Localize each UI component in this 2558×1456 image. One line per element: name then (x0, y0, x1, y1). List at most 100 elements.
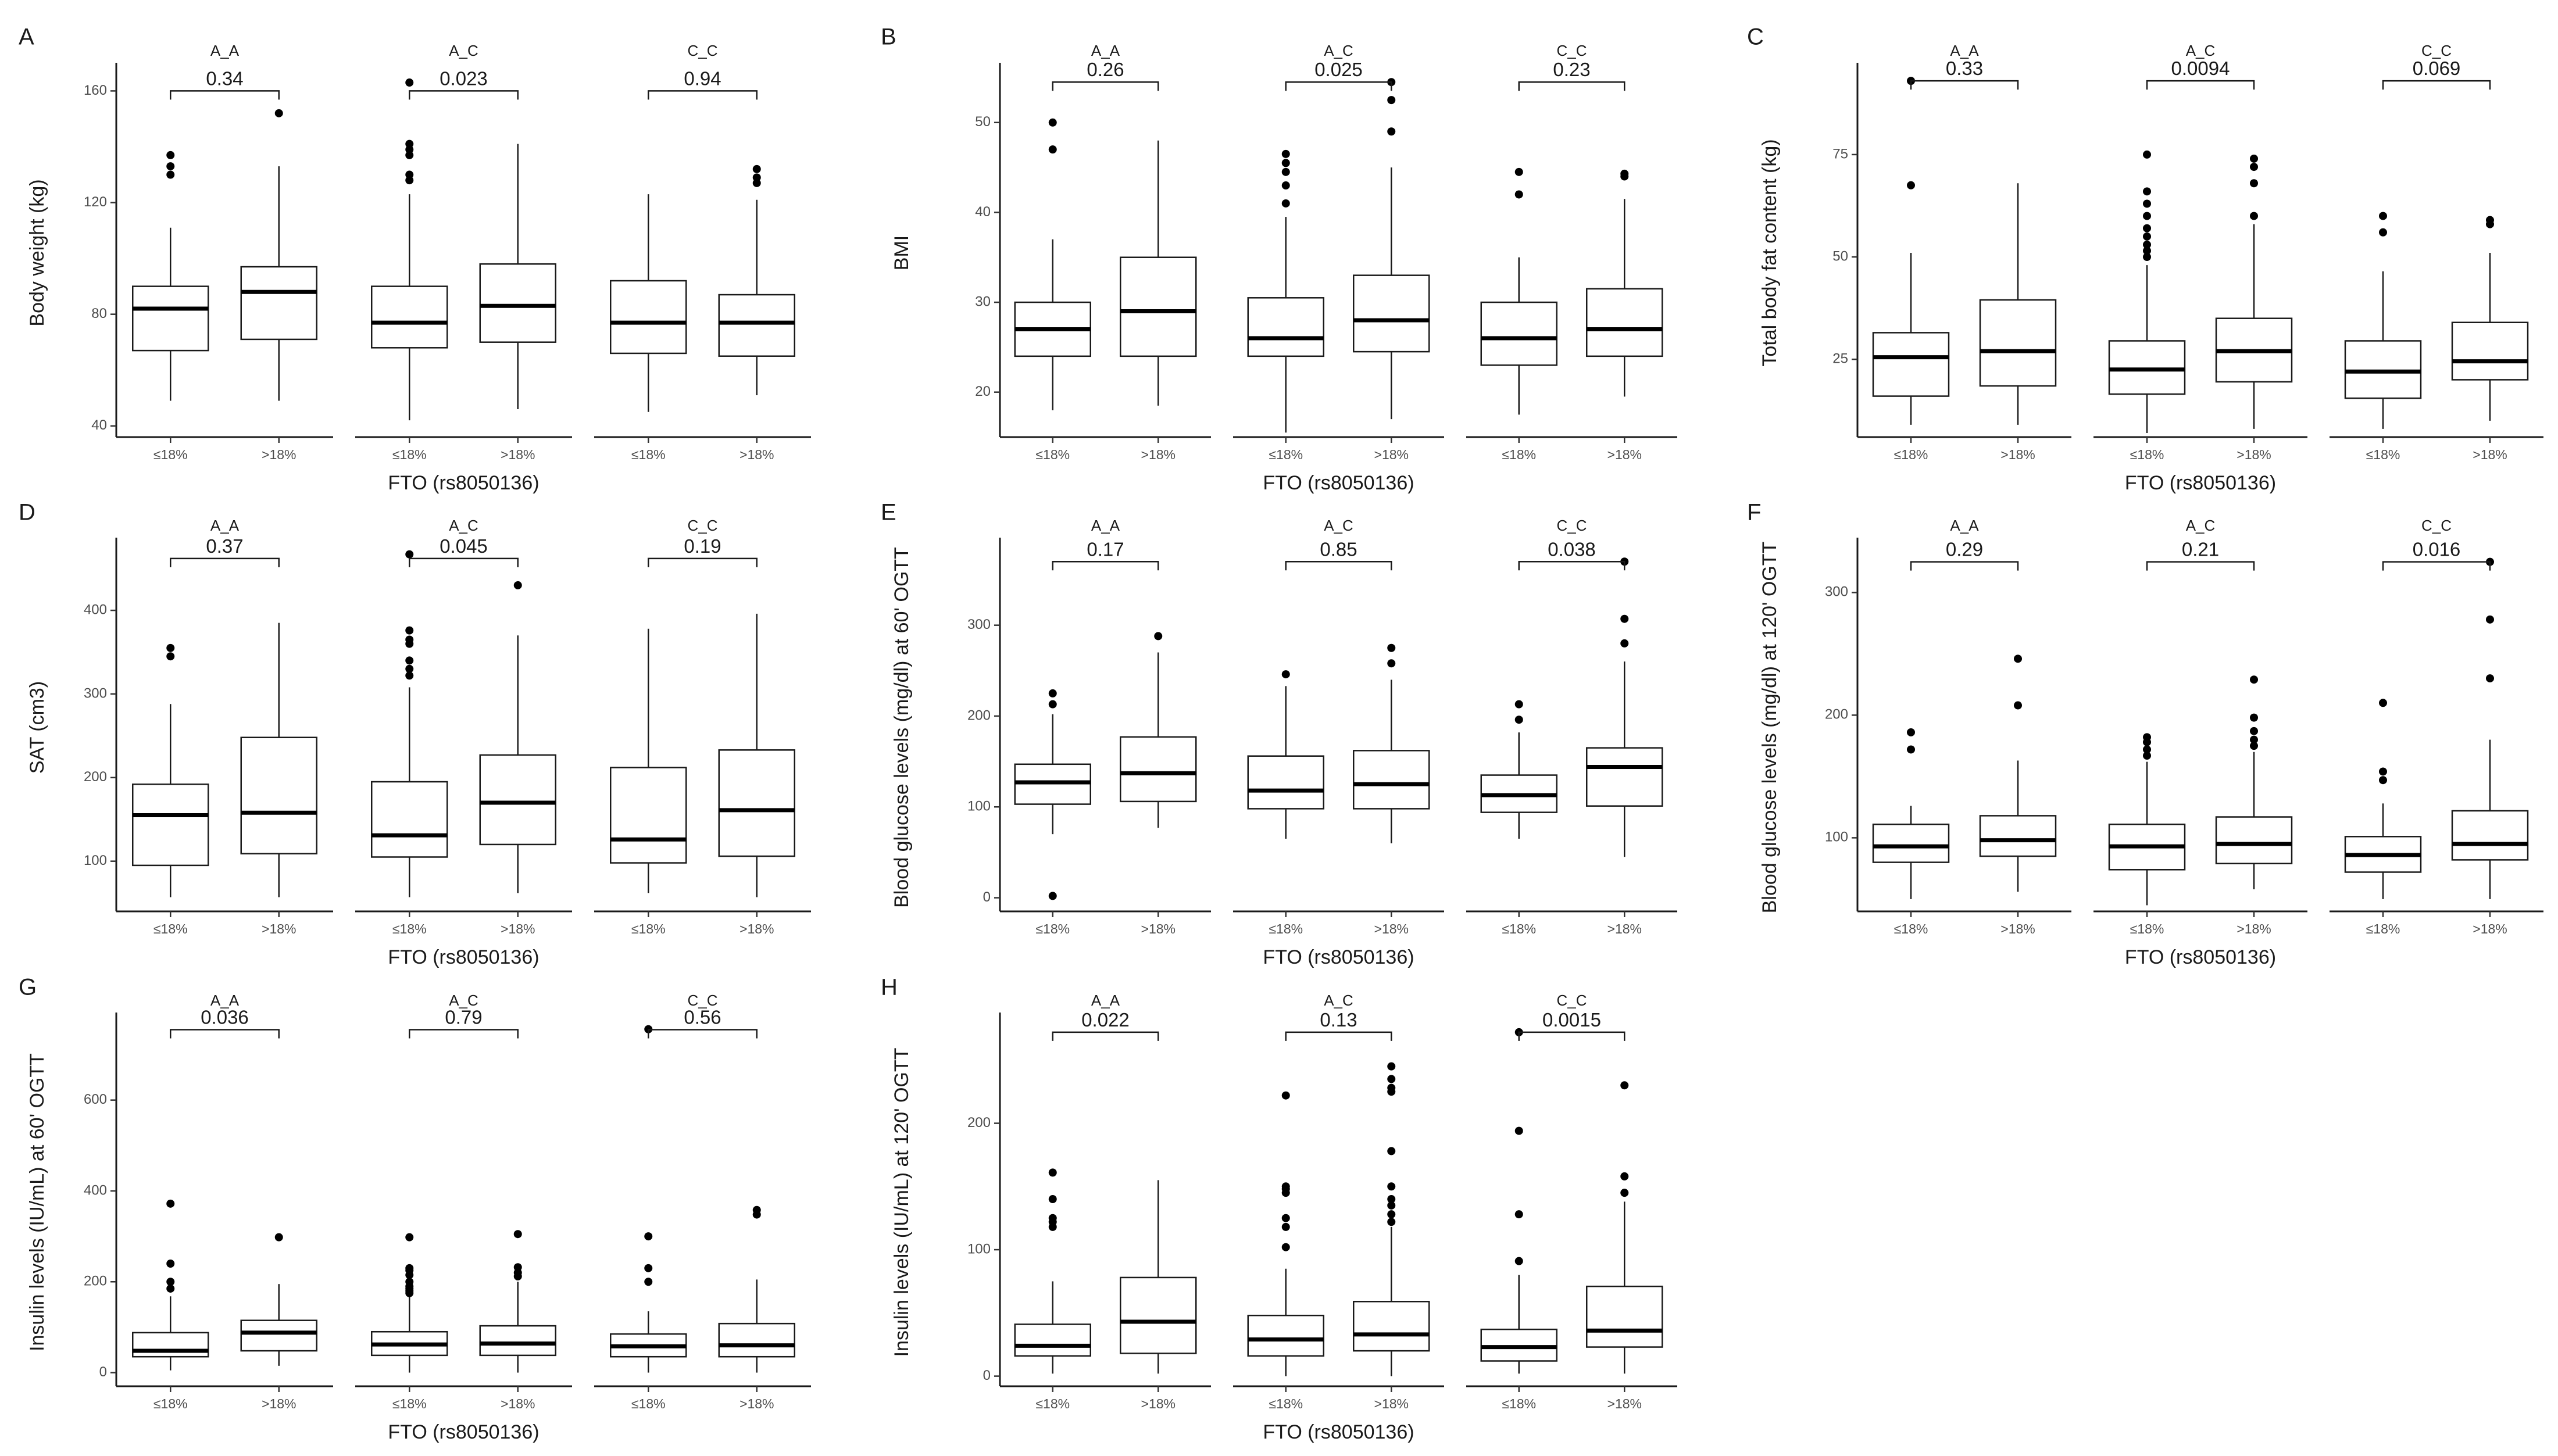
x-tick-label: >18% (2473, 447, 2507, 462)
box-iqr (1247, 1314, 1324, 1357)
y-axis-label: Body weight (kg) (26, 179, 48, 326)
box-iqr (1586, 747, 1663, 807)
x-axis-label: FTO (rs8050136) (1263, 946, 1414, 968)
box-iqr (1353, 750, 1430, 810)
panel-f: F Blood glucose levels (mg/dl) at 120' OG… (1747, 500, 2543, 968)
facet-a-a: A_A ≤18% >18% 0.17 (1000, 517, 1211, 936)
box-iqr (132, 1332, 209, 1358)
outlier-point (1387, 1182, 1396, 1191)
y-tick-label: 600 (84, 1092, 107, 1107)
x-tick-label: >18% (1374, 921, 1409, 936)
box-iqr (240, 266, 317, 341)
outlier-point (644, 1232, 653, 1241)
x-tick-label: ≤18% (2366, 447, 2400, 462)
y-tick-label: 100 (967, 799, 991, 814)
x-axis-label: FTO (rs8050136) (2125, 946, 2276, 968)
boxplot (2108, 733, 2186, 906)
outlier-point (1620, 1081, 1629, 1090)
outlier-point (513, 1230, 522, 1239)
box-iqr (1247, 297, 1324, 357)
y-axis-label: Total body fat content (kg) (1759, 139, 1781, 366)
outlier-point (405, 1233, 414, 1242)
boxplot (1979, 654, 2057, 892)
outlier-point (2250, 154, 2258, 163)
significance-bracket (2146, 561, 2255, 571)
facet-label: A_C (1324, 42, 1353, 59)
box-iqr (240, 1319, 317, 1352)
box-iqr (132, 285, 209, 352)
box-iqr (1872, 823, 1950, 863)
outlier-point (644, 1264, 653, 1272)
outlier-point (1281, 149, 1290, 158)
outlier-point (1514, 1210, 1523, 1219)
x-axis-label: FTO (rs8050136) (388, 946, 539, 968)
y-tick-label: 30 (975, 294, 991, 309)
p-value-label: 0.79 (445, 1007, 482, 1028)
x-tick-label: ≤18% (153, 1396, 188, 1411)
outlier-point (1387, 96, 1396, 105)
x-tick-label: ≤18% (631, 921, 666, 936)
box-iqr (1120, 736, 1197, 803)
x-tick-label: ≤18% (631, 1396, 666, 1411)
p-value-label: 0.016 (2413, 539, 2461, 560)
outlier-point (1387, 1210, 1396, 1219)
outlier-point (1387, 1062, 1396, 1071)
facet-label: A_C (1324, 517, 1353, 534)
box-iqr (2344, 340, 2422, 399)
significance-bracket (409, 557, 519, 567)
p-value-label: 0.045 (440, 535, 488, 557)
x-tick-label: >18% (501, 1396, 535, 1411)
p-value-label: 0.94 (684, 67, 721, 89)
box-iqr (2451, 321, 2529, 381)
outlier-point (1048, 892, 1057, 900)
boxplot (1586, 557, 1663, 857)
outlier-point (405, 656, 414, 665)
outlier-point (644, 1278, 653, 1286)
box-iqr (2451, 810, 2529, 861)
boxplot (479, 581, 556, 893)
y-tick-label: 40 (975, 204, 991, 220)
significance-bracket (1052, 81, 1159, 91)
x-tick-label: >18% (1607, 921, 1642, 936)
box-iqr (610, 280, 687, 355)
facet-label: A_C (2186, 517, 2216, 534)
outlier-point (1907, 728, 1915, 736)
x-tick-label: >18% (1141, 921, 1176, 936)
outlier-point (2143, 232, 2151, 241)
box-iqr (371, 285, 448, 349)
y-tick-label: 300 (1825, 584, 1848, 600)
p-value-label: 0.19 (684, 535, 721, 557)
outlier-point (1620, 639, 1629, 647)
facet-a-a: A_A ≤18% >18% 0.29 (1857, 517, 2071, 936)
boxplot (132, 1199, 209, 1371)
facet-label: C_C (2421, 517, 2452, 534)
x-tick-label: ≤18% (1502, 1396, 1536, 1411)
facet-c-c: C_C ≤18% >18% 0.94 (594, 42, 811, 462)
x-tick-label: >18% (2000, 921, 2035, 936)
boxplot (1014, 1168, 1091, 1374)
x-tick-label: ≤18% (1894, 921, 1928, 936)
x-tick-label: >18% (2000, 447, 2035, 462)
y-tick-label: 200 (967, 707, 991, 723)
facet-a-c: A_C ≤18% >18% 0.045 (355, 517, 572, 936)
outlier-point (2143, 212, 2151, 220)
outlier-point (405, 176, 414, 185)
outlier-point (2486, 674, 2494, 683)
facet-a-a: A_A ≤18% >18% 0.37 (116, 517, 333, 936)
box-iqr (1120, 256, 1197, 357)
x-tick-label: >18% (262, 1396, 296, 1411)
facet-c-c: C_C ≤18% >18% 0.069 (2330, 42, 2543, 462)
outlier-point (1620, 1189, 1629, 1197)
p-value-label: 0.0015 (1542, 1009, 1601, 1031)
boxplot (610, 1025, 687, 1373)
y-axis-label: Insulin levels (IU/mL) at 60' OGTT (26, 1053, 48, 1351)
x-axis-label: FTO (rs8050136) (1263, 472, 1414, 494)
boxplot (1014, 689, 1091, 900)
y-tick-label: 50 (1832, 248, 1848, 264)
boxplot (240, 623, 317, 897)
x-tick-label: >18% (739, 1396, 774, 1411)
significance-bracket (1052, 1031, 1159, 1041)
facet-label: C_C (1556, 42, 1587, 59)
boxplot (2108, 150, 2186, 433)
outlier-point (513, 581, 522, 589)
